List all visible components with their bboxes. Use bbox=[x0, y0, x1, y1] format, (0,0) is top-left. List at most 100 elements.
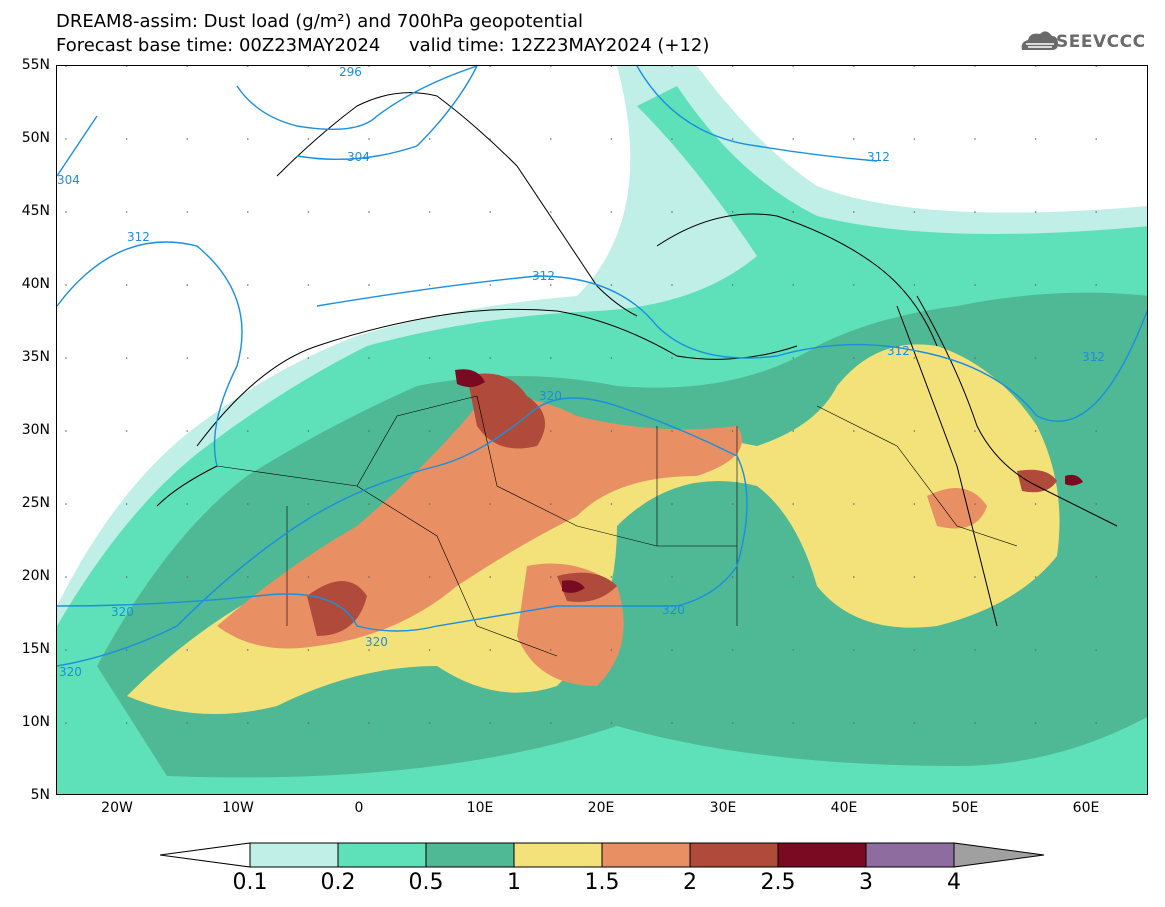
graticule-dot bbox=[1095, 284, 1097, 286]
graticule-dot bbox=[65, 722, 67, 724]
dust-map[interactable]: 296 304 312 304 312 312 312 312 320 320 … bbox=[56, 65, 1148, 795]
lat-label-25N: 25N bbox=[21, 495, 50, 511]
graticule-dot bbox=[913, 649, 916, 651]
colorbar-label-3: 3 bbox=[859, 870, 873, 895]
graticule-dot bbox=[368, 138, 370, 140]
graticule-dot bbox=[186, 357, 188, 359]
lat-label-5N: 5N bbox=[30, 787, 50, 803]
graticule-dot bbox=[550, 503, 552, 505]
lat-label-30N: 30N bbox=[21, 422, 50, 438]
graticule-dot bbox=[65, 649, 67, 651]
graticule-dot bbox=[1095, 722, 1097, 724]
graticule-dot bbox=[974, 649, 976, 651]
graticule-dot bbox=[247, 503, 249, 505]
graticule-dot bbox=[671, 649, 673, 651]
contour-label-320b: 320 bbox=[111, 605, 134, 619]
colorbar-label-0.2: 0.2 bbox=[320, 870, 356, 895]
graticule-dot bbox=[428, 649, 431, 651]
graticule-dot bbox=[610, 430, 613, 432]
graticule-dot bbox=[1034, 66, 1037, 67]
graticule-dot bbox=[792, 576, 794, 578]
graticule-dot bbox=[1034, 357, 1037, 359]
graticule-dot bbox=[550, 649, 552, 651]
contour-label-320d: 320 bbox=[662, 603, 685, 617]
graticule-dot bbox=[1034, 722, 1037, 724]
graticule-dot bbox=[65, 211, 67, 213]
graticule-dot bbox=[671, 138, 673, 140]
contour-296 bbox=[236, 66, 478, 130]
graticule-dot bbox=[368, 649, 370, 651]
graticule-dot bbox=[186, 649, 188, 651]
colorbar-label-0.1: 0.1 bbox=[232, 870, 268, 895]
graticule-dot bbox=[1095, 576, 1097, 578]
colorbar-swatch-0.1 bbox=[249, 842, 339, 868]
graticule-dot bbox=[1095, 430, 1097, 432]
graticule-dot bbox=[853, 138, 855, 140]
graticule-dot bbox=[731, 211, 734, 213]
graticule-dot bbox=[125, 138, 128, 140]
graticule-dot bbox=[125, 576, 128, 578]
graticule-dot bbox=[489, 722, 492, 724]
graticule-dot bbox=[792, 722, 794, 724]
graticule-dot bbox=[247, 576, 249, 578]
lat-label-50N: 50N bbox=[21, 130, 50, 146]
lat-label-10N: 10N bbox=[21, 714, 50, 730]
geopotential-contours bbox=[57, 66, 1147, 667]
graticule-dot bbox=[368, 430, 370, 432]
graticule-dot bbox=[428, 430, 431, 432]
graticule-dot bbox=[610, 357, 613, 359]
graticule-dot bbox=[428, 357, 431, 359]
graticule-dot bbox=[1034, 503, 1037, 505]
graticule-dot bbox=[186, 284, 188, 286]
graticule-dots bbox=[65, 66, 1097, 724]
graticule-dot bbox=[489, 503, 492, 505]
map-canvas: 296 304 312 304 312 312 312 312 320 320 … bbox=[57, 66, 1147, 794]
contour-320-sahel bbox=[57, 397, 748, 667]
graticule-dot bbox=[974, 66, 976, 67]
lon-label-50E: 50E bbox=[951, 800, 979, 816]
graticule-dot bbox=[247, 284, 249, 286]
graticule-dot bbox=[610, 66, 613, 67]
contour-label-312a: 312 bbox=[867, 150, 890, 164]
graticule-dot bbox=[610, 138, 613, 140]
lat-label-15N: 15N bbox=[21, 641, 50, 657]
graticule-dot bbox=[731, 138, 734, 140]
graticule-dot bbox=[368, 503, 370, 505]
graticule-dot bbox=[550, 211, 552, 213]
graticule-dot bbox=[853, 722, 855, 724]
graticule-dot bbox=[913, 722, 916, 724]
graticule-dot bbox=[853, 357, 855, 359]
graticule-dot bbox=[610, 284, 613, 286]
colorbar-label-0.5: 0.5 bbox=[408, 870, 444, 895]
colorbar-arrow-low bbox=[160, 842, 251, 868]
lon-label-40E: 40E bbox=[830, 800, 858, 816]
graticule-dot bbox=[1034, 430, 1037, 432]
graticule-dot bbox=[307, 503, 310, 505]
graticule-dot bbox=[792, 649, 794, 651]
lon-label-0: 0 bbox=[354, 800, 364, 816]
dust-region-1.5 bbox=[217, 398, 987, 686]
contour-label-group: 296 304 312 304 312 312 312 312 320 320 … bbox=[57, 66, 1105, 679]
contour-label-312b: 312 bbox=[127, 230, 150, 244]
contour-label-312d: 312 bbox=[887, 344, 910, 358]
graticule-dot bbox=[671, 66, 673, 67]
cloud-logo-icon bbox=[1021, 31, 1058, 50]
graticule-dot bbox=[368, 284, 370, 286]
graticule-dot bbox=[186, 138, 188, 140]
graticule-dot bbox=[792, 430, 794, 432]
colorbar-swatch-0.2 bbox=[337, 842, 427, 868]
graticule-dot bbox=[550, 576, 552, 578]
graticule-dot bbox=[974, 576, 976, 578]
graticule-dot bbox=[731, 649, 734, 651]
graticule-dot bbox=[125, 66, 128, 67]
graticule-dot bbox=[125, 649, 128, 651]
contour-312-west bbox=[57, 241, 243, 467]
graticule-dot bbox=[1034, 649, 1037, 651]
graticule-dot bbox=[792, 211, 794, 213]
graticule-dot bbox=[1095, 357, 1097, 359]
graticule-dot bbox=[65, 357, 67, 359]
graticule-dot bbox=[610, 649, 613, 651]
graticule-dot bbox=[974, 430, 976, 432]
map-subtitle: Forecast base time: 00Z23MAY2024 valid t… bbox=[56, 35, 710, 56]
graticule-dot bbox=[186, 430, 188, 432]
